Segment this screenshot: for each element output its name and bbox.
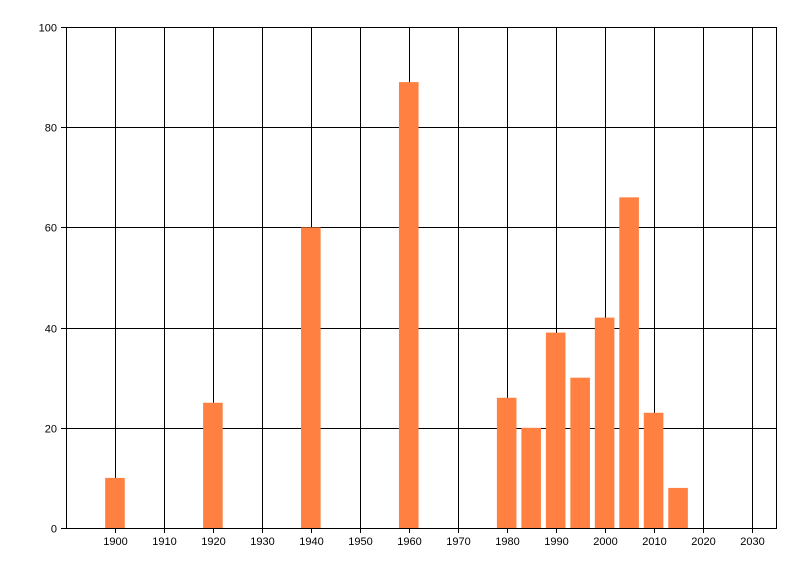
x-tick-label: 1980	[495, 536, 519, 548]
y-tick-label: 20	[45, 424, 57, 436]
y-tick-label: 80	[45, 123, 57, 135]
x-tick-label: 1910	[152, 536, 176, 548]
x-tick-label: 2030	[740, 536, 764, 548]
y-tick-label: 60	[45, 223, 57, 235]
x-tick-label: 1920	[201, 536, 225, 548]
x-tick-label: 1950	[348, 536, 372, 548]
x-tick-label: 1970	[446, 536, 470, 548]
x-tick-label: 1930	[250, 536, 274, 548]
bar	[203, 402, 223, 528]
bar	[521, 427, 541, 528]
bar	[570, 377, 590, 528]
bar	[301, 227, 321, 528]
x-tick-label: 1960	[397, 536, 421, 548]
x-tick-label: 2010	[642, 536, 666, 548]
x-axis-ticks: 1900 1910 1920 1930 1940 1950 1960 1970 1980 1990…	[103, 528, 765, 548]
bar	[643, 412, 664, 528]
bar	[668, 487, 688, 528]
grid	[66, 27, 777, 528]
x-tick-label: 2020	[691, 536, 715, 548]
bars	[105, 82, 688, 529]
x-tick-label: 2000	[593, 536, 617, 548]
bar	[594, 317, 615, 528]
bar	[619, 197, 639, 528]
y-tick-label: 40	[45, 324, 57, 336]
x-tick-label: 1990	[544, 536, 568, 548]
bar	[105, 477, 125, 528]
y-tick-label: 100	[39, 23, 57, 35]
axes	[66, 27, 777, 529]
bar	[496, 397, 517, 528]
y-tick-label: 0	[51, 524, 57, 536]
x-tick-label: 1940	[299, 536, 323, 548]
bar	[398, 82, 419, 529]
x-tick-label: 1900	[103, 536, 127, 548]
y-axis-ticks: 0 20 40 60 80 100	[39, 23, 66, 536]
bar	[545, 332, 566, 528]
